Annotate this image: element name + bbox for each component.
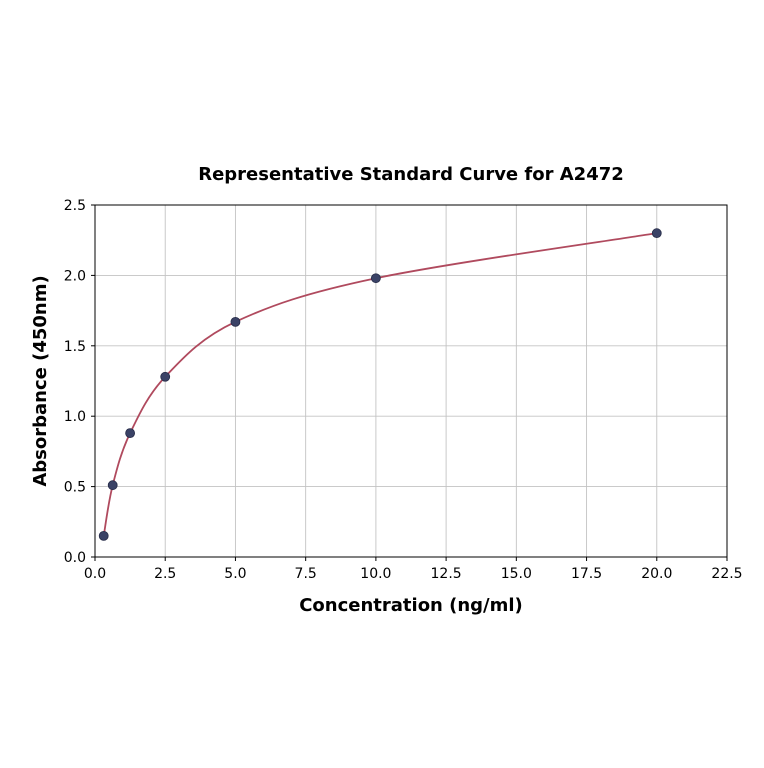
x-axis-label: Concentration (ng/ml) [299, 595, 523, 616]
chart-title: Representative Standard Curve for A2472 [198, 164, 624, 185]
x-axis-ticks: 0.0 2.5 5.0 7.5 10.0 12.5 15.0 17.5 20.0 22.5 [84, 557, 743, 582]
fitted-curve-line [102, 232, 657, 537]
x-tick-label: 22.5 [711, 566, 742, 582]
data-points [98, 228, 662, 541]
data-point-marker [230, 316, 241, 327]
x-tick-label: 0.0 [84, 566, 106, 582]
x-tick-label: 12.5 [431, 566, 462, 582]
data-point-marker [370, 273, 381, 284]
x-tick-label: 15.0 [501, 566, 532, 582]
x-tick-label: 10.0 [360, 566, 391, 582]
y-axis-ticks: 0.0 0.5 1.0 1.5 2.0 2.5 [64, 198, 95, 566]
y-tick-label: 0.0 [64, 550, 86, 566]
y-tick-label: 2.0 [64, 268, 86, 284]
x-tick-label: 20.0 [641, 566, 672, 582]
data-point-marker [98, 530, 109, 541]
x-tick-label: 17.5 [571, 566, 602, 582]
y-tick-label: 2.5 [64, 198, 86, 214]
y-tick-label: 0.5 [64, 480, 86, 496]
data-point-marker [125, 428, 136, 439]
plot-border [94, 204, 728, 558]
y-tick-label: 1.5 [64, 339, 86, 355]
data-point-marker [107, 480, 118, 491]
data-point-marker [651, 228, 662, 239]
x-tick-label: 2.5 [154, 566, 176, 582]
x-tick-label: 7.5 [295, 566, 317, 582]
x-tick-label: 5.0 [224, 566, 246, 582]
data-point-marker [160, 371, 171, 382]
y-tick-label: 1.0 [64, 409, 86, 425]
y-axis-label: Absorbance (450nm) [30, 275, 51, 486]
